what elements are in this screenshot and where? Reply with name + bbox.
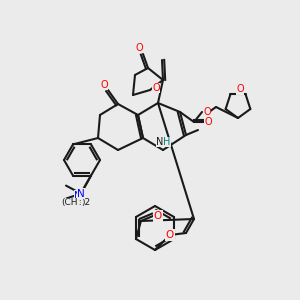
Text: O: O <box>135 43 143 53</box>
Text: N: N <box>77 189 85 199</box>
Text: N: N <box>74 190 82 201</box>
Text: H: H <box>163 137 171 147</box>
Text: O: O <box>152 83 160 93</box>
Text: O: O <box>204 117 212 127</box>
Text: O: O <box>236 85 244 94</box>
Text: (CH: (CH <box>61 198 77 207</box>
Text: O: O <box>154 211 162 221</box>
Text: )2: )2 <box>81 198 91 207</box>
Text: O: O <box>203 107 211 117</box>
Text: O: O <box>166 230 174 240</box>
Text: 3: 3 <box>79 200 83 206</box>
Text: O: O <box>100 80 108 90</box>
Text: N: N <box>156 137 164 147</box>
